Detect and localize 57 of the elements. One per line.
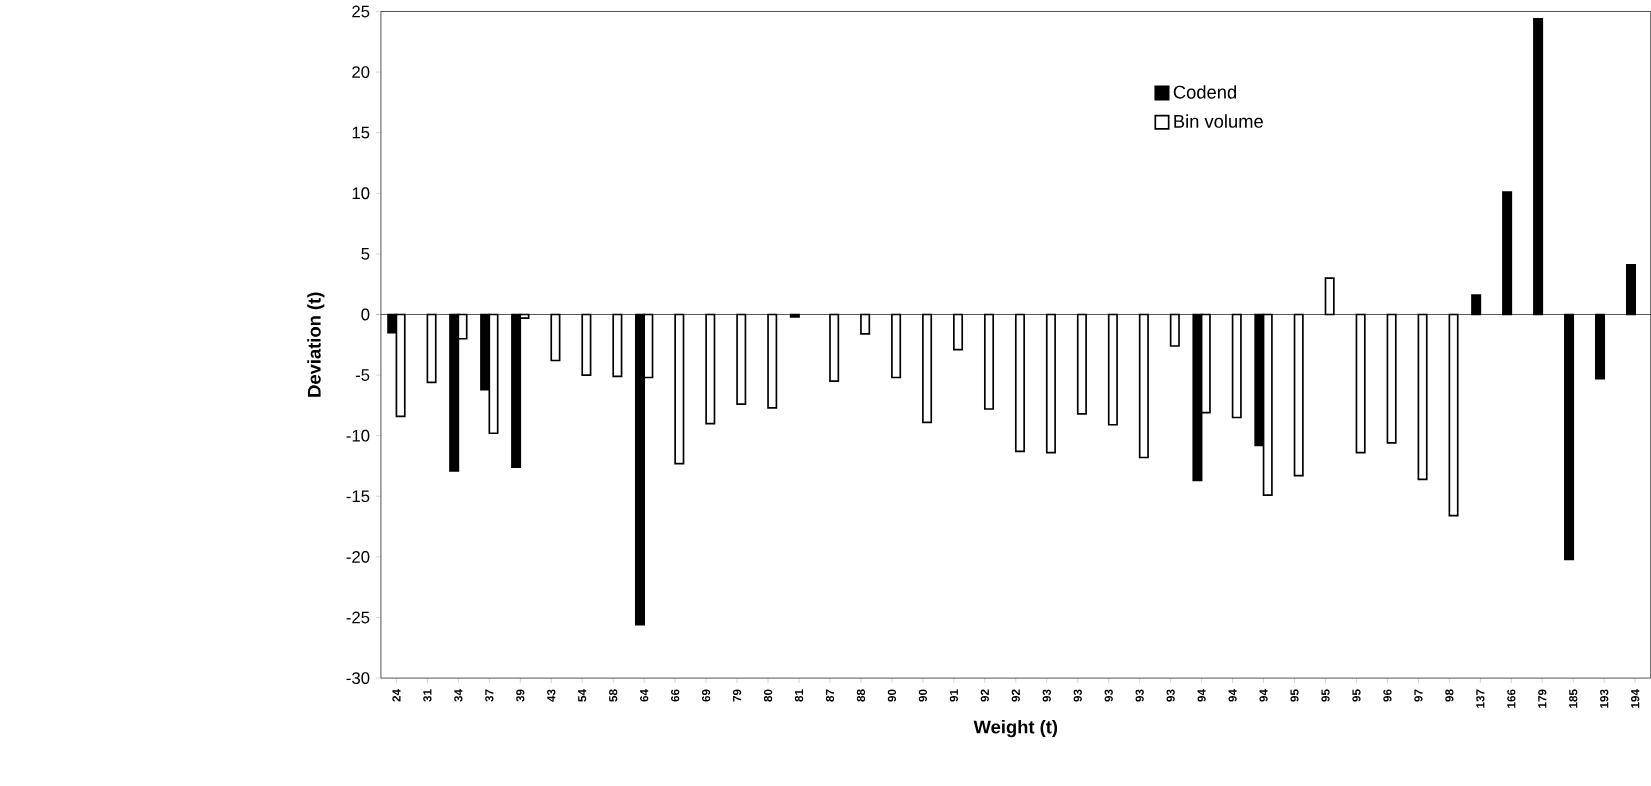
x-tick-label: 166 (1507, 689, 1516, 708)
x-tick-label: 93 (1135, 689, 1144, 702)
x-tick-label: 34 (454, 689, 463, 702)
x-tick-label: 81 (794, 689, 804, 702)
y-tick-label: -25 (346, 611, 370, 624)
x-tick-label: 88 (856, 689, 866, 702)
x-tick-label: 137 (1476, 689, 1485, 708)
x-tick-label: 69 (701, 689, 711, 702)
y-tick-label: 25 (352, 5, 370, 18)
x-tick-label: 193 (1600, 689, 1609, 708)
legend-label: Bin volume (1174, 114, 1263, 128)
x-tick-label: 94 (1197, 689, 1206, 702)
x-tick-label: 31 (423, 689, 432, 702)
y-tick-label: 20 (352, 66, 370, 78)
x-tick-label: 24 (392, 689, 401, 702)
x-tick-label: 93 (1042, 689, 1051, 702)
x-tick-label: 37 (485, 689, 494, 702)
x-tick-label: 93 (1073, 689, 1082, 702)
x-tick-label: 66 (671, 689, 680, 702)
x-tick-label: 93 (1166, 689, 1175, 702)
y-tick-label: -15 (346, 490, 370, 503)
x-tick-label: 96 (1383, 689, 1392, 702)
x-tick-label: 39 (516, 689, 525, 702)
y-tick-label: 10 (352, 187, 370, 200)
x-tick-label: 90 (887, 689, 897, 702)
x-tick-label: 95 (1321, 689, 1330, 702)
y-tick-label: -10 (346, 429, 370, 442)
x-axis-title: Weight (t) (973, 720, 1058, 738)
y-tick-label: 15 (352, 126, 370, 139)
x-tick-label: 87 (825, 689, 835, 702)
x-tick-label: 93 (1104, 689, 1113, 702)
x-tick-label: 64 (640, 689, 649, 702)
x-tick-label: 194 (1631, 689, 1640, 708)
x-tick-label: 98 (1445, 689, 1454, 702)
x-tick-label: 94 (1259, 689, 1268, 702)
x-tick-label: 91 (949, 689, 958, 702)
y-axis-title: Deviation (t) (307, 292, 325, 397)
x-tick-label: 97 (1414, 689, 1423, 702)
y-tick-label: 0 (361, 308, 370, 321)
x-tick-label: 79 (732, 689, 742, 702)
x-tick-label: 92 (1011, 689, 1020, 702)
x-tick-label: 92 (980, 689, 989, 702)
x-tick-label: 185 (1569, 689, 1578, 708)
x-tick-label: 90 (918, 689, 928, 702)
x-tick-label: 95 (1352, 689, 1361, 702)
x-tick-label: 54 (578, 689, 587, 702)
x-tick-label: 95 (1290, 689, 1299, 702)
x-tick-label: 179 (1538, 689, 1547, 708)
y-tick-label: -20 (346, 550, 370, 563)
y-tick-label: -5 (355, 369, 370, 381)
x-tick-label: 80 (763, 689, 773, 702)
legend-label: Codend (1173, 85, 1237, 99)
x-tick-label: 58 (609, 689, 618, 702)
y-tick-label: 5 (361, 248, 370, 260)
x-tick-label: 94 (1228, 689, 1237, 702)
y-tick-label: -30 (346, 672, 370, 685)
x-tick-label: 43 (547, 689, 556, 702)
